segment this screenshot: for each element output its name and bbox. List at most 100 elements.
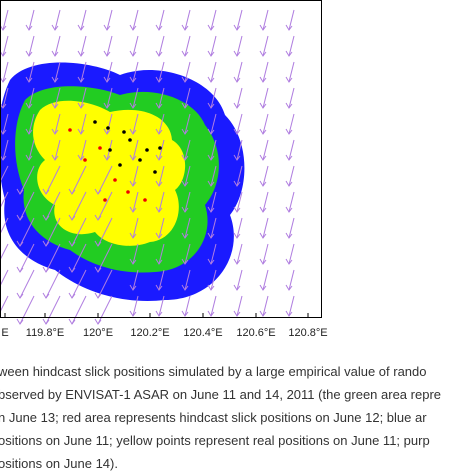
arrow-head bbox=[129, 128, 137, 135]
caption-line: ween hindcast slick positions simulated … bbox=[0, 364, 427, 379]
arrow-head bbox=[181, 102, 189, 109]
arrow-head bbox=[68, 214, 76, 221]
wind-arrow bbox=[71, 217, 87, 247]
wind-arrow bbox=[158, 9, 165, 31]
arrow-head bbox=[259, 154, 267, 161]
arrow-head bbox=[207, 232, 215, 239]
arrow-head bbox=[129, 154, 137, 161]
slick-point bbox=[118, 163, 122, 167]
wind-arrow bbox=[45, 217, 61, 247]
wind-arrow bbox=[210, 165, 217, 187]
arrow-head bbox=[207, 24, 215, 31]
wind-arrow bbox=[210, 295, 217, 317]
arrow-head bbox=[259, 232, 267, 239]
arrow-head bbox=[181, 128, 189, 135]
wind-arrow bbox=[262, 243, 269, 265]
wind-arrow bbox=[45, 269, 61, 299]
arrow-head bbox=[285, 258, 293, 265]
wind-arrow bbox=[210, 35, 217, 57]
arrow-head bbox=[285, 50, 293, 57]
wind-arrow bbox=[97, 295, 113, 325]
arrow-head bbox=[181, 284, 189, 291]
slick-point bbox=[158, 146, 162, 150]
arrow-head bbox=[155, 154, 163, 161]
arrow-head bbox=[155, 284, 163, 291]
wind-arrow bbox=[106, 35, 113, 57]
arrow-head bbox=[155, 102, 163, 109]
arrow-head bbox=[285, 154, 293, 161]
wind-arrow bbox=[80, 61, 87, 83]
arrow-head bbox=[259, 284, 267, 291]
wind-arrow bbox=[97, 191, 113, 221]
wind-arrow bbox=[288, 61, 295, 83]
wind-arrow bbox=[45, 165, 61, 195]
arrow-head bbox=[207, 128, 215, 135]
wind-arrow bbox=[236, 61, 243, 83]
wind-arrow bbox=[210, 243, 217, 265]
wind-arrow bbox=[210, 87, 217, 109]
wind-arrow bbox=[158, 35, 165, 57]
arrow-head bbox=[181, 206, 189, 213]
wind-arrow bbox=[288, 191, 295, 213]
arrow-head bbox=[259, 206, 267, 213]
wind-arrow bbox=[184, 243, 191, 265]
arrow-head bbox=[94, 188, 102, 195]
wind-arrow bbox=[71, 269, 87, 299]
arrow-head bbox=[129, 102, 137, 109]
arrow-head bbox=[103, 24, 111, 31]
wind-arrow bbox=[288, 9, 295, 31]
arrow-head bbox=[181, 180, 189, 187]
wind-arrow bbox=[80, 87, 87, 109]
arrow-head bbox=[25, 102, 33, 109]
arrow-head bbox=[51, 154, 59, 161]
x-tick-label: 120.6°E bbox=[236, 327, 275, 339]
wind-arrow bbox=[184, 113, 191, 135]
wind-arrow bbox=[19, 191, 35, 221]
wind-arrow bbox=[2, 113, 9, 135]
arrow-head bbox=[16, 266, 24, 273]
arrow-head bbox=[233, 180, 241, 187]
arrow-head bbox=[68, 266, 76, 273]
wind-arrow bbox=[106, 61, 113, 83]
wind-arrow bbox=[158, 61, 165, 83]
arrow-head bbox=[129, 206, 137, 213]
arrow-head bbox=[94, 266, 102, 273]
arrow-head bbox=[259, 50, 267, 57]
wind-arrow bbox=[288, 269, 295, 291]
arrow-head bbox=[16, 188, 24, 195]
arrow-head bbox=[181, 154, 189, 161]
wind-arrow bbox=[236, 9, 243, 31]
wind-arrow bbox=[54, 61, 61, 83]
wind-arrow bbox=[106, 87, 113, 109]
wind-arrow bbox=[288, 113, 295, 135]
wind-arrow bbox=[2, 139, 9, 161]
wind-arrow bbox=[2, 35, 9, 57]
arrow-head bbox=[51, 50, 59, 57]
arrow-head bbox=[155, 232, 163, 239]
x-tick-label: 119.8°E bbox=[26, 327, 64, 339]
arrow-head bbox=[16, 214, 24, 221]
wind-arrow bbox=[19, 243, 35, 273]
arrow-head bbox=[233, 206, 241, 213]
arrow-head bbox=[285, 76, 293, 83]
arrow-head bbox=[259, 180, 267, 187]
wind-arrow bbox=[184, 165, 191, 187]
arrow-head bbox=[129, 180, 137, 187]
wind-arrow bbox=[210, 61, 217, 83]
wind-arrow bbox=[262, 191, 269, 213]
arrow-head bbox=[25, 128, 33, 135]
wind-arrow bbox=[262, 295, 269, 317]
arrow-head bbox=[129, 50, 137, 57]
x-tick-label: E bbox=[1, 327, 8, 339]
x-tick-label: 120.2°E bbox=[130, 327, 169, 339]
arrow-head bbox=[25, 76, 33, 83]
arrow-head bbox=[207, 102, 215, 109]
arrow-head bbox=[155, 258, 163, 265]
arrow-head bbox=[94, 240, 102, 247]
wind-arrow bbox=[97, 269, 113, 299]
wind-arrow bbox=[132, 217, 139, 239]
arrow-head bbox=[42, 266, 50, 273]
arrow-head bbox=[285, 102, 293, 109]
arrow-head bbox=[259, 128, 267, 135]
